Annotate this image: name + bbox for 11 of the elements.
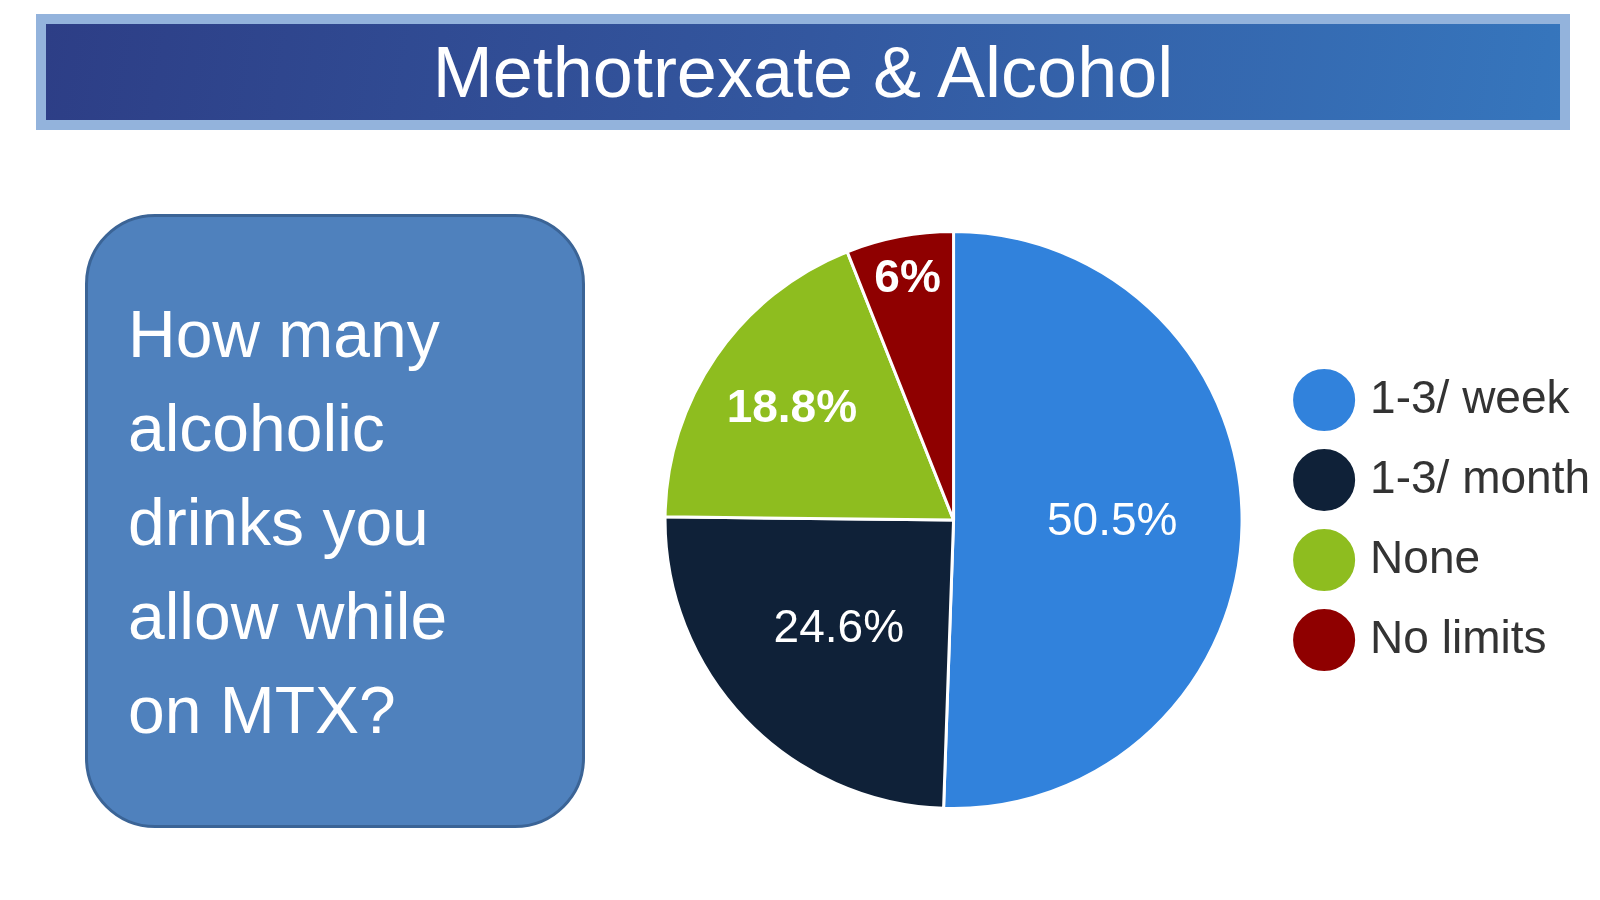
data-label: 24.6% [773, 600, 905, 653]
data-label: 6% [874, 249, 941, 302]
data-label: 18.8% [726, 379, 858, 432]
rounded-box: How many alcoholic drinks you allow while on MTX? [85, 214, 585, 828]
data-label: 50.5% [1046, 493, 1178, 546]
legend-label: None [1370, 530, 1481, 583]
legend-label: No limits [1370, 610, 1547, 663]
title-banner: Methotrexate & Alcohol [36, 14, 1570, 130]
chart-title: Methotrexate & Alcohol [432, 32, 1174, 112]
legend-label: 1-3/ week [1370, 370, 1571, 423]
legend-label: 1-3/ month [1370, 450, 1591, 503]
